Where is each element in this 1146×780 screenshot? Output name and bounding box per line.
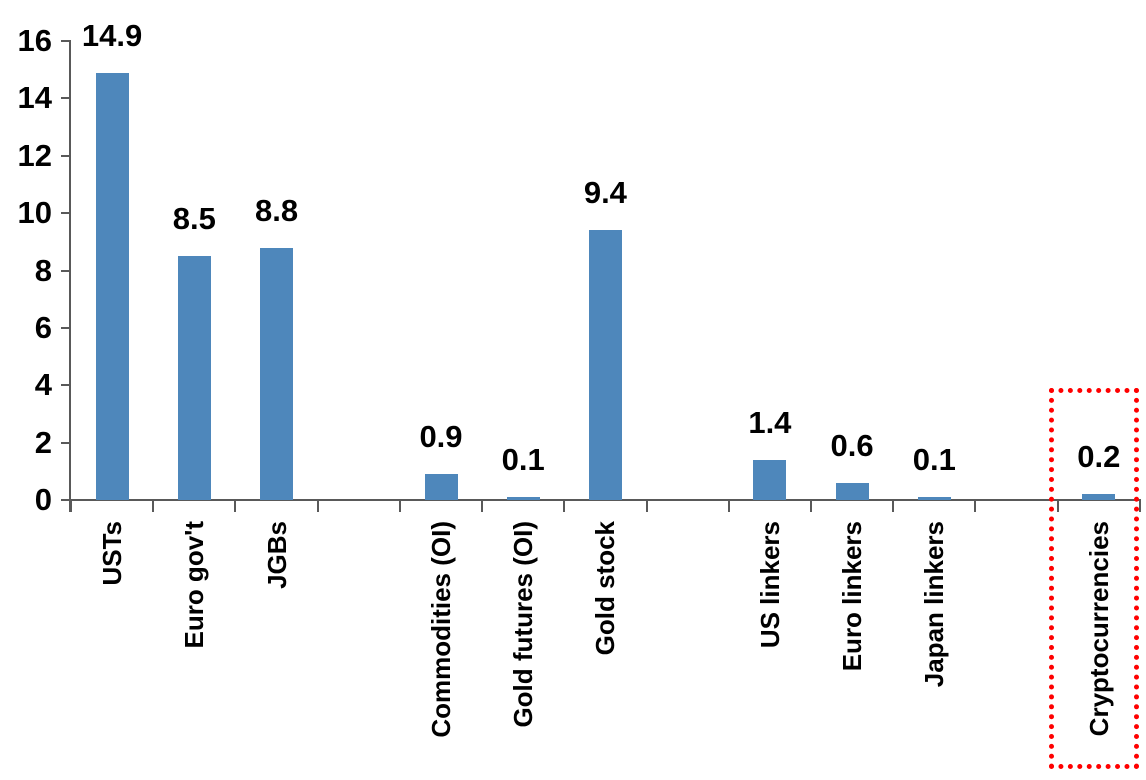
y-axis-tick bbox=[61, 154, 71, 157]
x-axis-tick bbox=[234, 501, 237, 512]
y-axis-tick bbox=[61, 499, 71, 501]
y-axis-tick-label: 16 bbox=[17, 23, 52, 58]
bar-value-label: 0.1 bbox=[501, 442, 545, 478]
y-axis-line bbox=[69, 40, 71, 512]
y-axis-tick-label: 10 bbox=[17, 195, 52, 231]
x-axis-category-label: Commodities (OI) bbox=[426, 521, 456, 738]
bar-cryptocurrencies bbox=[1082, 494, 1116, 500]
y-axis-tick-label: 6 bbox=[34, 309, 52, 345]
x-axis-tick bbox=[974, 501, 977, 512]
x-axis-category-label: Gold stock bbox=[590, 521, 621, 656]
bar-japan-linkers bbox=[917, 497, 951, 500]
x-axis-category-label: US linkers bbox=[754, 521, 785, 649]
x-axis-tick bbox=[727, 501, 730, 512]
x-axis-category-label: JGBs bbox=[261, 521, 292, 589]
bar-value-label: 0.9 bbox=[419, 419, 463, 455]
bar-value-label: 0.2 bbox=[1077, 439, 1121, 475]
x-axis-tick bbox=[481, 501, 484, 512]
y-axis-tick bbox=[61, 40, 71, 42]
y-axis-tick-label: 8 bbox=[34, 252, 52, 288]
bar-commodities-oi bbox=[424, 474, 458, 500]
x-axis-tick bbox=[645, 501, 648, 512]
y-axis-tick-label: 4 bbox=[34, 367, 52, 403]
x-axis-tick bbox=[892, 501, 895, 512]
bar-value-label: 8.8 bbox=[255, 192, 299, 228]
x-axis-category-label: Gold futures (OI) bbox=[508, 521, 539, 728]
y-axis-tick-label: 12 bbox=[17, 137, 52, 173]
y-axis-tick-label: 14 bbox=[17, 80, 52, 116]
bar-us-linkers bbox=[753, 459, 787, 500]
bar-usts bbox=[95, 72, 129, 500]
x-axis-line bbox=[69, 499, 1141, 501]
x-axis-tick bbox=[810, 501, 812, 512]
x-axis-tick bbox=[563, 501, 566, 512]
bar-euro-linkers bbox=[835, 482, 869, 500]
x-axis-tick bbox=[70, 501, 72, 512]
x-axis-category-label: USTs bbox=[97, 521, 128, 586]
x-axis-tick bbox=[152, 501, 155, 512]
bar-gold-futures-oi bbox=[506, 497, 540, 500]
y-axis-tick bbox=[61, 269, 71, 272]
x-axis-category-label: Euro linkers bbox=[837, 521, 868, 672]
bar-value-label: 0.1 bbox=[912, 442, 956, 478]
bar-value-label: 14.9 bbox=[81, 17, 143, 53]
x-axis-category-label: Japan linkers bbox=[919, 521, 950, 688]
bar-value-label: 0.6 bbox=[830, 427, 874, 463]
y-axis-tick bbox=[61, 326, 71, 329]
x-axis-tick bbox=[398, 501, 401, 512]
y-axis-tick bbox=[61, 384, 71, 387]
bar-value-label: 1.4 bbox=[748, 404, 792, 440]
bar-value-label: 9.4 bbox=[583, 175, 627, 211]
x-axis-category-label: Euro gov't bbox=[179, 521, 210, 649]
bar-euro-gov-t bbox=[177, 256, 211, 500]
bar-value-label: 8.5 bbox=[172, 201, 216, 237]
x-axis-tick bbox=[1056, 501, 1059, 512]
bar-jgbs bbox=[260, 247, 294, 500]
x-axis-tick bbox=[316, 501, 319, 512]
y-axis-tick-label: 2 bbox=[34, 424, 52, 460]
y-axis-tick bbox=[61, 97, 71, 100]
x-axis-tick bbox=[1138, 501, 1141, 512]
highlight-rectangle bbox=[1048, 388, 1139, 769]
y-axis-tick bbox=[61, 212, 71, 215]
bar-gold-stock bbox=[588, 230, 622, 500]
y-axis-tick-label: 0 bbox=[34, 482, 52, 517]
y-axis-tick bbox=[61, 441, 71, 444]
